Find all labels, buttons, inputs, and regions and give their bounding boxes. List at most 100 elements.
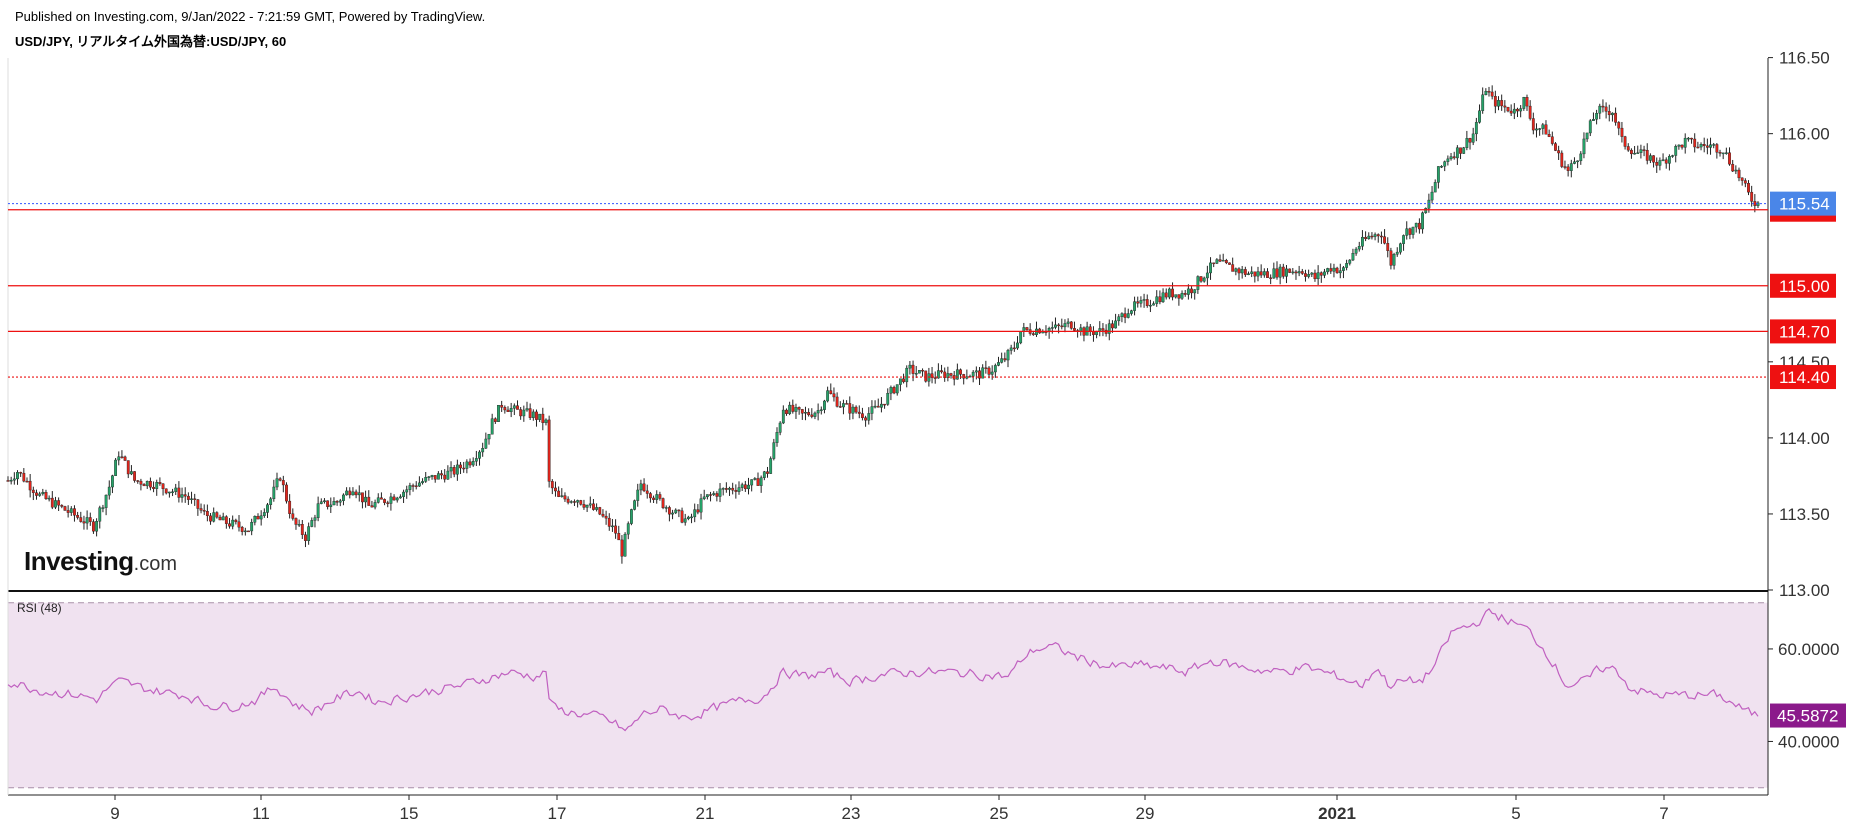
- candle-body: [797, 407, 801, 410]
- candle-body: [1531, 118, 1535, 131]
- candle-body: [323, 500, 326, 502]
- candle-body: [459, 464, 462, 469]
- candle-body: [1592, 119, 1595, 121]
- candle-body: [193, 498, 197, 500]
- candle-body: [990, 371, 994, 375]
- candle-body: [142, 484, 146, 487]
- candle-body: [253, 516, 257, 523]
- candle-body: [304, 534, 307, 541]
- candle-body: [1354, 248, 1358, 254]
- candle-body: [262, 512, 266, 516]
- time-tick-label: 11: [252, 804, 270, 823]
- candle-body: [427, 476, 431, 478]
- candle-body: [1620, 127, 1624, 137]
- candle-body: [933, 377, 937, 379]
- candle-body: [256, 516, 260, 520]
- candle-body: [234, 519, 238, 523]
- candle-body: [981, 367, 985, 379]
- candle-body: [373, 502, 377, 508]
- candle-body: [1471, 133, 1475, 143]
- candle-body: [592, 503, 595, 510]
- candle-body: [671, 512, 674, 515]
- candle-body: [1294, 271, 1298, 274]
- candle-body: [1323, 271, 1326, 276]
- level-badge: [1770, 365, 1836, 390]
- candle-body: [724, 488, 728, 490]
- candle-body: [1468, 138, 1472, 143]
- candle-body: [1370, 235, 1374, 238]
- candle-body: [1636, 152, 1640, 154]
- candle-body: [788, 404, 792, 414]
- candle-body: [1006, 350, 1010, 361]
- candle-body: [1307, 274, 1311, 277]
- candle-body: [1386, 243, 1390, 251]
- candle-body: [611, 525, 614, 528]
- candle-body: [512, 405, 516, 409]
- candle-body: [813, 412, 817, 417]
- candle-body: [240, 526, 244, 532]
- candle-body: [465, 461, 469, 469]
- candle-body: [82, 521, 86, 524]
- candle-body: [433, 475, 437, 480]
- candle-body: [1161, 292, 1165, 303]
- candle-body: [22, 472, 26, 482]
- candle-body: [832, 393, 836, 398]
- candle-body: [1598, 105, 1602, 114]
- candle-body: [1054, 324, 1057, 328]
- candle-body: [348, 490, 352, 496]
- candle-body: [1319, 272, 1323, 276]
- candle-body: [661, 498, 665, 509]
- candle-body: [1073, 328, 1076, 331]
- published-caption: Published on Investing.com, 9/Jan/2022 -…: [15, 9, 486, 24]
- candle-body: [345, 490, 349, 496]
- candle-body: [25, 480, 29, 483]
- candle-body: [275, 478, 279, 488]
- candle-body: [607, 517, 611, 527]
- candle-body: [680, 510, 684, 523]
- candle-body: [1126, 313, 1130, 318]
- candle-body: [554, 487, 557, 492]
- candle-body: [1262, 271, 1266, 276]
- candle-body: [1009, 347, 1013, 351]
- candle-body: [440, 473, 443, 476]
- candle-body: [1474, 122, 1478, 135]
- candle-body: [1215, 259, 1219, 264]
- candle-body: [509, 408, 513, 413]
- candle-body: [1101, 328, 1105, 331]
- candle-body: [316, 503, 320, 518]
- candle-body: [1012, 347, 1016, 350]
- candle-body: [1478, 110, 1481, 123]
- candle-body: [630, 509, 633, 524]
- logo-domain: .com: [133, 553, 177, 575]
- candle-body: [1509, 110, 1513, 114]
- candle-body: [826, 390, 830, 402]
- candle-body: [1247, 273, 1250, 275]
- candle-body: [6, 480, 10, 482]
- axes-layer: [7, 58, 1769, 796]
- candle-body: [79, 517, 83, 522]
- candle-body: [111, 475, 114, 488]
- candle-body: [1167, 288, 1171, 298]
- candle-body: [130, 471, 133, 475]
- level-badge-label: 114.70: [1779, 322, 1830, 341]
- candle-body: [1731, 163, 1735, 172]
- candle-body: [880, 403, 883, 408]
- candle-body: [1487, 91, 1491, 93]
- candle-body: [380, 497, 383, 500]
- candle-body: [1623, 136, 1627, 147]
- candle-body: [1427, 199, 1431, 209]
- time-tick-label: 9: [110, 804, 119, 823]
- candle-body: [750, 479, 754, 486]
- candle-body: [1057, 324, 1061, 327]
- candle-body: [740, 484, 744, 488]
- candle-body: [395, 497, 399, 501]
- candle-body: [1139, 300, 1143, 304]
- candle-body: [522, 409, 526, 417]
- candle-body: [1579, 153, 1583, 162]
- candle-body: [1063, 323, 1067, 328]
- candle-body: [1512, 108, 1516, 114]
- candle-body: [1642, 149, 1646, 151]
- candle-body: [1231, 264, 1235, 272]
- rsi-overbought-oversold-band: [8, 602, 1768, 789]
- candle-body: [845, 403, 849, 405]
